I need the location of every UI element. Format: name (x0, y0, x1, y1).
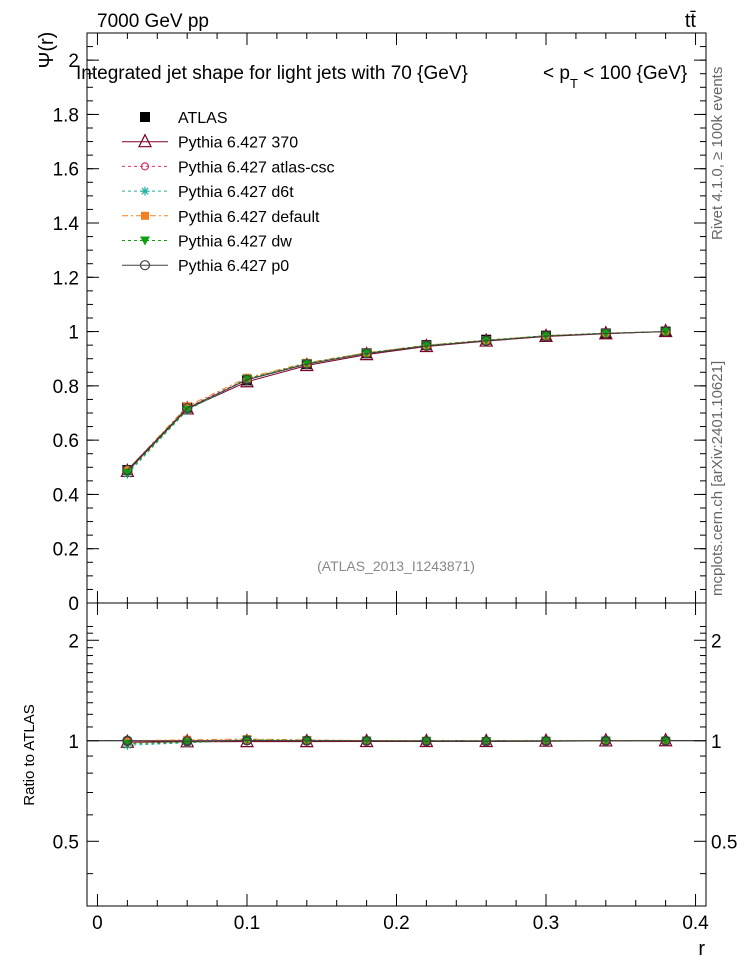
chart-title-pt-sub: T (570, 76, 578, 91)
ratio-y-tick-label-right: 1 (711, 732, 722, 753)
data-point-pythia-6-427-p0 (540, 331, 552, 342)
ratio-point-pythia-6-427-p0 (600, 735, 611, 746)
ratio-y-axis-label: Ratio to ATLAS (21, 704, 38, 805)
chart-title: Integrated jet shape for light jets with… (76, 63, 468, 84)
data-point-pythia-6-427-dw (182, 405, 193, 415)
x-tick-label: 0.2 (383, 913, 409, 934)
legend-marker (140, 112, 150, 122)
chart-title-pt-post: < 100 {GeV} (578, 63, 687, 84)
chart-title-pt: < pT < 100 {GeV} (543, 63, 687, 91)
main-y-tick-label: 0 (68, 594, 79, 615)
ratio-point-reference (242, 736, 252, 746)
legend-label: ATLAS (178, 110, 228, 127)
legend-marker (140, 186, 150, 196)
ratio-point-reference (661, 736, 670, 746)
ratio-point-pythia-6-427-p0 (122, 735, 133, 746)
legend-label: Pythia 6.427 d6t (178, 184, 294, 201)
ratio-point-pythia-6-427-dw (182, 738, 193, 748)
data-point-pythia-6-427-dw (122, 468, 133, 478)
rivet-label: Rivet 4.1.0, ≥ 100k events (709, 67, 726, 240)
x-tick-label: 0.3 (533, 913, 559, 934)
legend-entry-atlas: ATLAS (140, 110, 228, 127)
main-y-tick-label: 0.2 (53, 540, 79, 561)
data-point-pythia-6-427-p0 (421, 340, 432, 352)
main-y-tick-label: 1.6 (53, 160, 79, 181)
ratio-point-pythia-6-427-p0 (660, 735, 671, 746)
legend-marker (140, 162, 150, 171)
x-tick-label: 0.1 (234, 913, 260, 934)
legend-entry-pythia-6-427-default: Pythia 6.427 default (122, 209, 320, 226)
legend-entry-pythia-6-427-dw: Pythia 6.427 dw (122, 234, 292, 251)
analysis-label: (ATLAS_2013_I1243871) (317, 558, 475, 574)
legend-marker (140, 236, 150, 246)
ratio-y-tick-label: 1 (68, 732, 79, 753)
series-line-pythia-6-427-p0 (127, 331, 666, 471)
ratio-point-reference (601, 736, 611, 746)
data-point-pythia-6-427-p0 (122, 464, 133, 476)
main-y-tick-label: 0.8 (53, 377, 79, 398)
ratio-point-reference (481, 736, 491, 746)
legend-label: Pythia 6.427 dw (178, 234, 292, 251)
data-point-pythia-6-427-p0 (481, 335, 492, 346)
main-y-tick-label: 0.4 (53, 485, 80, 506)
data-point-pythia-6-427-dw (241, 374, 252, 384)
ratio-y-tick-label: 0.5 (53, 832, 79, 853)
main-y-tick-label: 1.2 (53, 268, 79, 289)
ratio-y-tick-label-right: 2 (711, 631, 722, 652)
data-point-pythia-6-427-p0 (600, 328, 611, 339)
series-line-pythia-6-427-370 (127, 331, 666, 472)
series-line-pythia-6-427-dw (127, 331, 666, 474)
x-tick-label: 0.4 (682, 913, 709, 934)
mcplots-label: mcplots.cern.ch [arXiv:2401.10621] (709, 361, 726, 596)
ratio-point-reference (422, 736, 431, 746)
process-label: tt̄ (685, 10, 697, 32)
data-point-pythia-6-427-p0 (301, 359, 312, 370)
main-y-tick-label: 0.6 (53, 431, 79, 452)
legend-entry-pythia-6-427-370: Pythia 6.427 370 (122, 133, 298, 152)
x-axis-label: r (698, 938, 705, 960)
ratio-point-pythia-6-427-p0 (361, 735, 372, 747)
legend-marker (138, 133, 152, 148)
x-tick-label: 0 (92, 913, 103, 934)
series-line-pythia-6-427-atlas-csc (127, 331, 666, 471)
ratio-y-tick-label-right: 0.5 (711, 832, 737, 853)
ratio-point-pythia-6-427-p0 (301, 735, 312, 746)
ratio-y-tick-label: 2 (68, 631, 79, 652)
ratio-point-reference (182, 736, 192, 746)
legend-entry-pythia-6-427-atlas-csc: Pythia 6.427 atlas-csc (122, 159, 335, 176)
energy-label: 7000 GeV pp (97, 11, 209, 32)
main-y-tick-label: 2 (68, 51, 79, 72)
ratio-point-reference (541, 736, 551, 746)
data-point-pythia-6-427-p0 (182, 403, 193, 414)
series-line-pythia-6-427-d6t (127, 331, 666, 475)
legend-label: Pythia 6.427 370 (178, 135, 298, 152)
main-y-tick-label: 1 (68, 323, 79, 344)
legend-marker (141, 211, 149, 220)
ratio-plot-frame (86, 602, 707, 907)
legend-label: Pythia 6.427 default (178, 209, 320, 226)
legend-label: Pythia 6.427 p0 (178, 258, 289, 275)
data-point-pythia-6-427-p0 (241, 374, 253, 385)
legend-entry-pythia-6-427-p0: Pythia 6.427 p0 (122, 258, 289, 275)
chart-title-pt-pre: < p (543, 63, 570, 84)
legend-entry-pythia-6-427-d6t: Pythia 6.427 d6t (122, 184, 294, 201)
ratio-point-reference (302, 736, 312, 746)
main-y-axis-label: Ψ(r) (36, 32, 58, 69)
data-point-pythia-6-427-p0 (660, 326, 671, 337)
main-y-tick-label: 1.8 (53, 105, 79, 126)
ratio-point-reference (123, 736, 132, 746)
ratio-line-pythia-6-427-p0 (127, 739, 666, 742)
legend-marker (139, 260, 151, 271)
legend-label: Pythia 6.427 atlas-csc (178, 159, 335, 176)
data-point-pythia-6-427-p0 (361, 348, 372, 359)
series-line-pythia-6-427-default (127, 331, 666, 471)
ratio-point-reference (362, 736, 371, 746)
main-y-tick-label: 1.4 (53, 214, 80, 235)
